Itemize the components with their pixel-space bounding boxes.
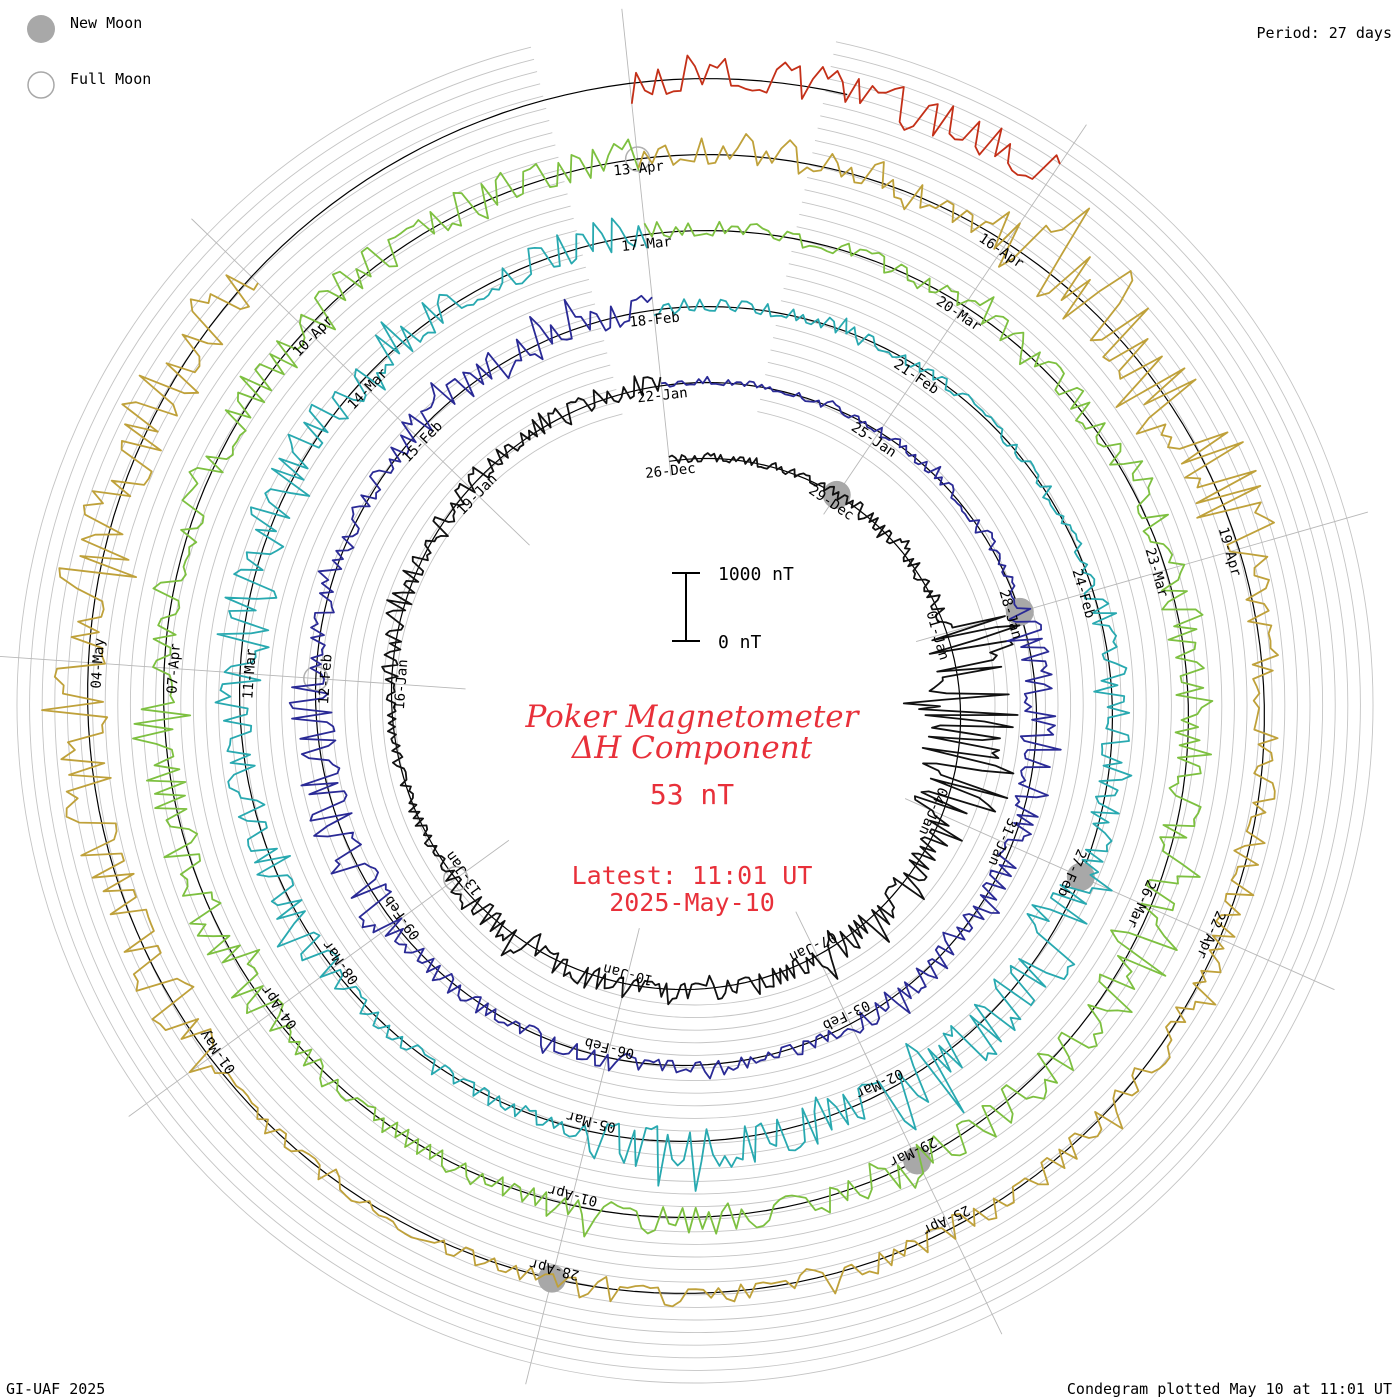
grid-arc <box>394 411 996 1006</box>
grid-arc <box>356 374 1034 1044</box>
full-moon-marker <box>443 866 469 892</box>
date-tick-label: 17-Mar <box>621 234 673 255</box>
footer-plot-time: Condegram plotted May 10 at 11:01 UT <box>1067 1380 1392 1398</box>
current-value: 53 nT <box>650 778 734 811</box>
date-tick-label: 13-Apr <box>613 158 665 179</box>
grid-arc <box>155 176 1235 1245</box>
series-trace <box>41 133 1279 1308</box>
new-moon-marker <box>1066 862 1095 891</box>
scale-bar-bottom-label: 0 nT <box>718 632 762 653</box>
grid-arc <box>381 398 1009 1019</box>
series-trace <box>630 54 1061 180</box>
chart-title: Poker Magnetometer <box>525 699 861 735</box>
grid-arc <box>256 275 1135 1145</box>
grid-spoke <box>0 655 466 690</box>
date-tick-label: 18-Feb <box>629 310 681 331</box>
grid-arc <box>369 386 1021 1031</box>
date-tick-label: 22-Apr <box>1193 908 1228 961</box>
date-tick-label: 02-Mar <box>853 1065 905 1102</box>
new-moon-marker <box>1005 597 1034 626</box>
grid-arc <box>331 349 1059 1069</box>
series-layer <box>41 54 1279 1308</box>
date-tick-label: 11-Mar <box>240 648 259 700</box>
new-moon-legend-label: New Moon <box>70 14 142 32</box>
full-moon-legend-icon <box>27 71 55 99</box>
series-trace <box>214 217 1133 1192</box>
baseline-spiral <box>87 78 1265 1294</box>
grid-arc <box>293 312 1097 1107</box>
grid-arc <box>281 300 1109 1119</box>
scale-bar: 1000 nT 0 nT <box>672 564 794 653</box>
full-moon-legend-label: Full Moon <box>70 70 151 88</box>
grid-arc <box>192 213 1198 1208</box>
date-tick-label: 13-Jan <box>443 848 486 898</box>
grid-spoke <box>823 124 1087 515</box>
date-tick-label: 07-Apr <box>164 643 183 695</box>
date-tick-label: 26-Dec <box>644 461 696 482</box>
grid-spoke <box>795 911 1003 1335</box>
footer-credit: GI-UAF 2025 <box>6 1380 105 1398</box>
grid-arc <box>29 53 1361 1371</box>
date-tick-label: 12-Feb <box>316 653 335 705</box>
grid-arc <box>205 226 1185 1195</box>
grid-arc <box>16 41 1374 1384</box>
latest-date: 2025-May-10 <box>609 888 775 917</box>
series-trace <box>381 375 1021 1006</box>
grid-arc <box>230 250 1160 1170</box>
date-tick-label: 19-Jan <box>454 471 501 518</box>
grid-arc <box>117 139 1273 1283</box>
grid-arc <box>167 189 1223 1233</box>
date-tick-label: 16-Jan <box>392 659 411 711</box>
grid-arc <box>79 102 1311 1321</box>
date-tick-label: 22-Jan <box>636 385 688 406</box>
grid-arc <box>180 201 1210 1220</box>
grid-arc <box>66 90 1324 1333</box>
grid-spoke <box>621 8 672 477</box>
date-tick-label: 04-May <box>89 638 108 690</box>
grid-arc <box>344 361 1046 1056</box>
grid-arc <box>218 238 1172 1182</box>
grid-arc <box>104 127 1286 1296</box>
date-tick-label: 15-Feb <box>399 418 446 465</box>
grid-arc <box>41 66 1349 1359</box>
period-label: Period: 27 days <box>1257 24 1392 42</box>
date-tick-label: 26-Mar <box>1124 877 1159 930</box>
latest-time: Latest: 11:01 UT <box>572 861 813 890</box>
grid-layer <box>0 8 1374 1385</box>
chart-subtitle: ΔH Component <box>571 730 813 766</box>
series-trace <box>132 138 1214 1238</box>
new-moon-legend-icon <box>27 15 55 43</box>
grid-arc <box>318 337 1072 1081</box>
grid-spoke <box>904 798 1335 991</box>
series-trace <box>288 294 1062 1080</box>
grid-arc <box>268 287 1122 1132</box>
grid-spoke <box>525 928 640 1385</box>
grid-arc <box>54 78 1336 1346</box>
scale-bar-top-label: 1000 nT <box>718 564 794 585</box>
